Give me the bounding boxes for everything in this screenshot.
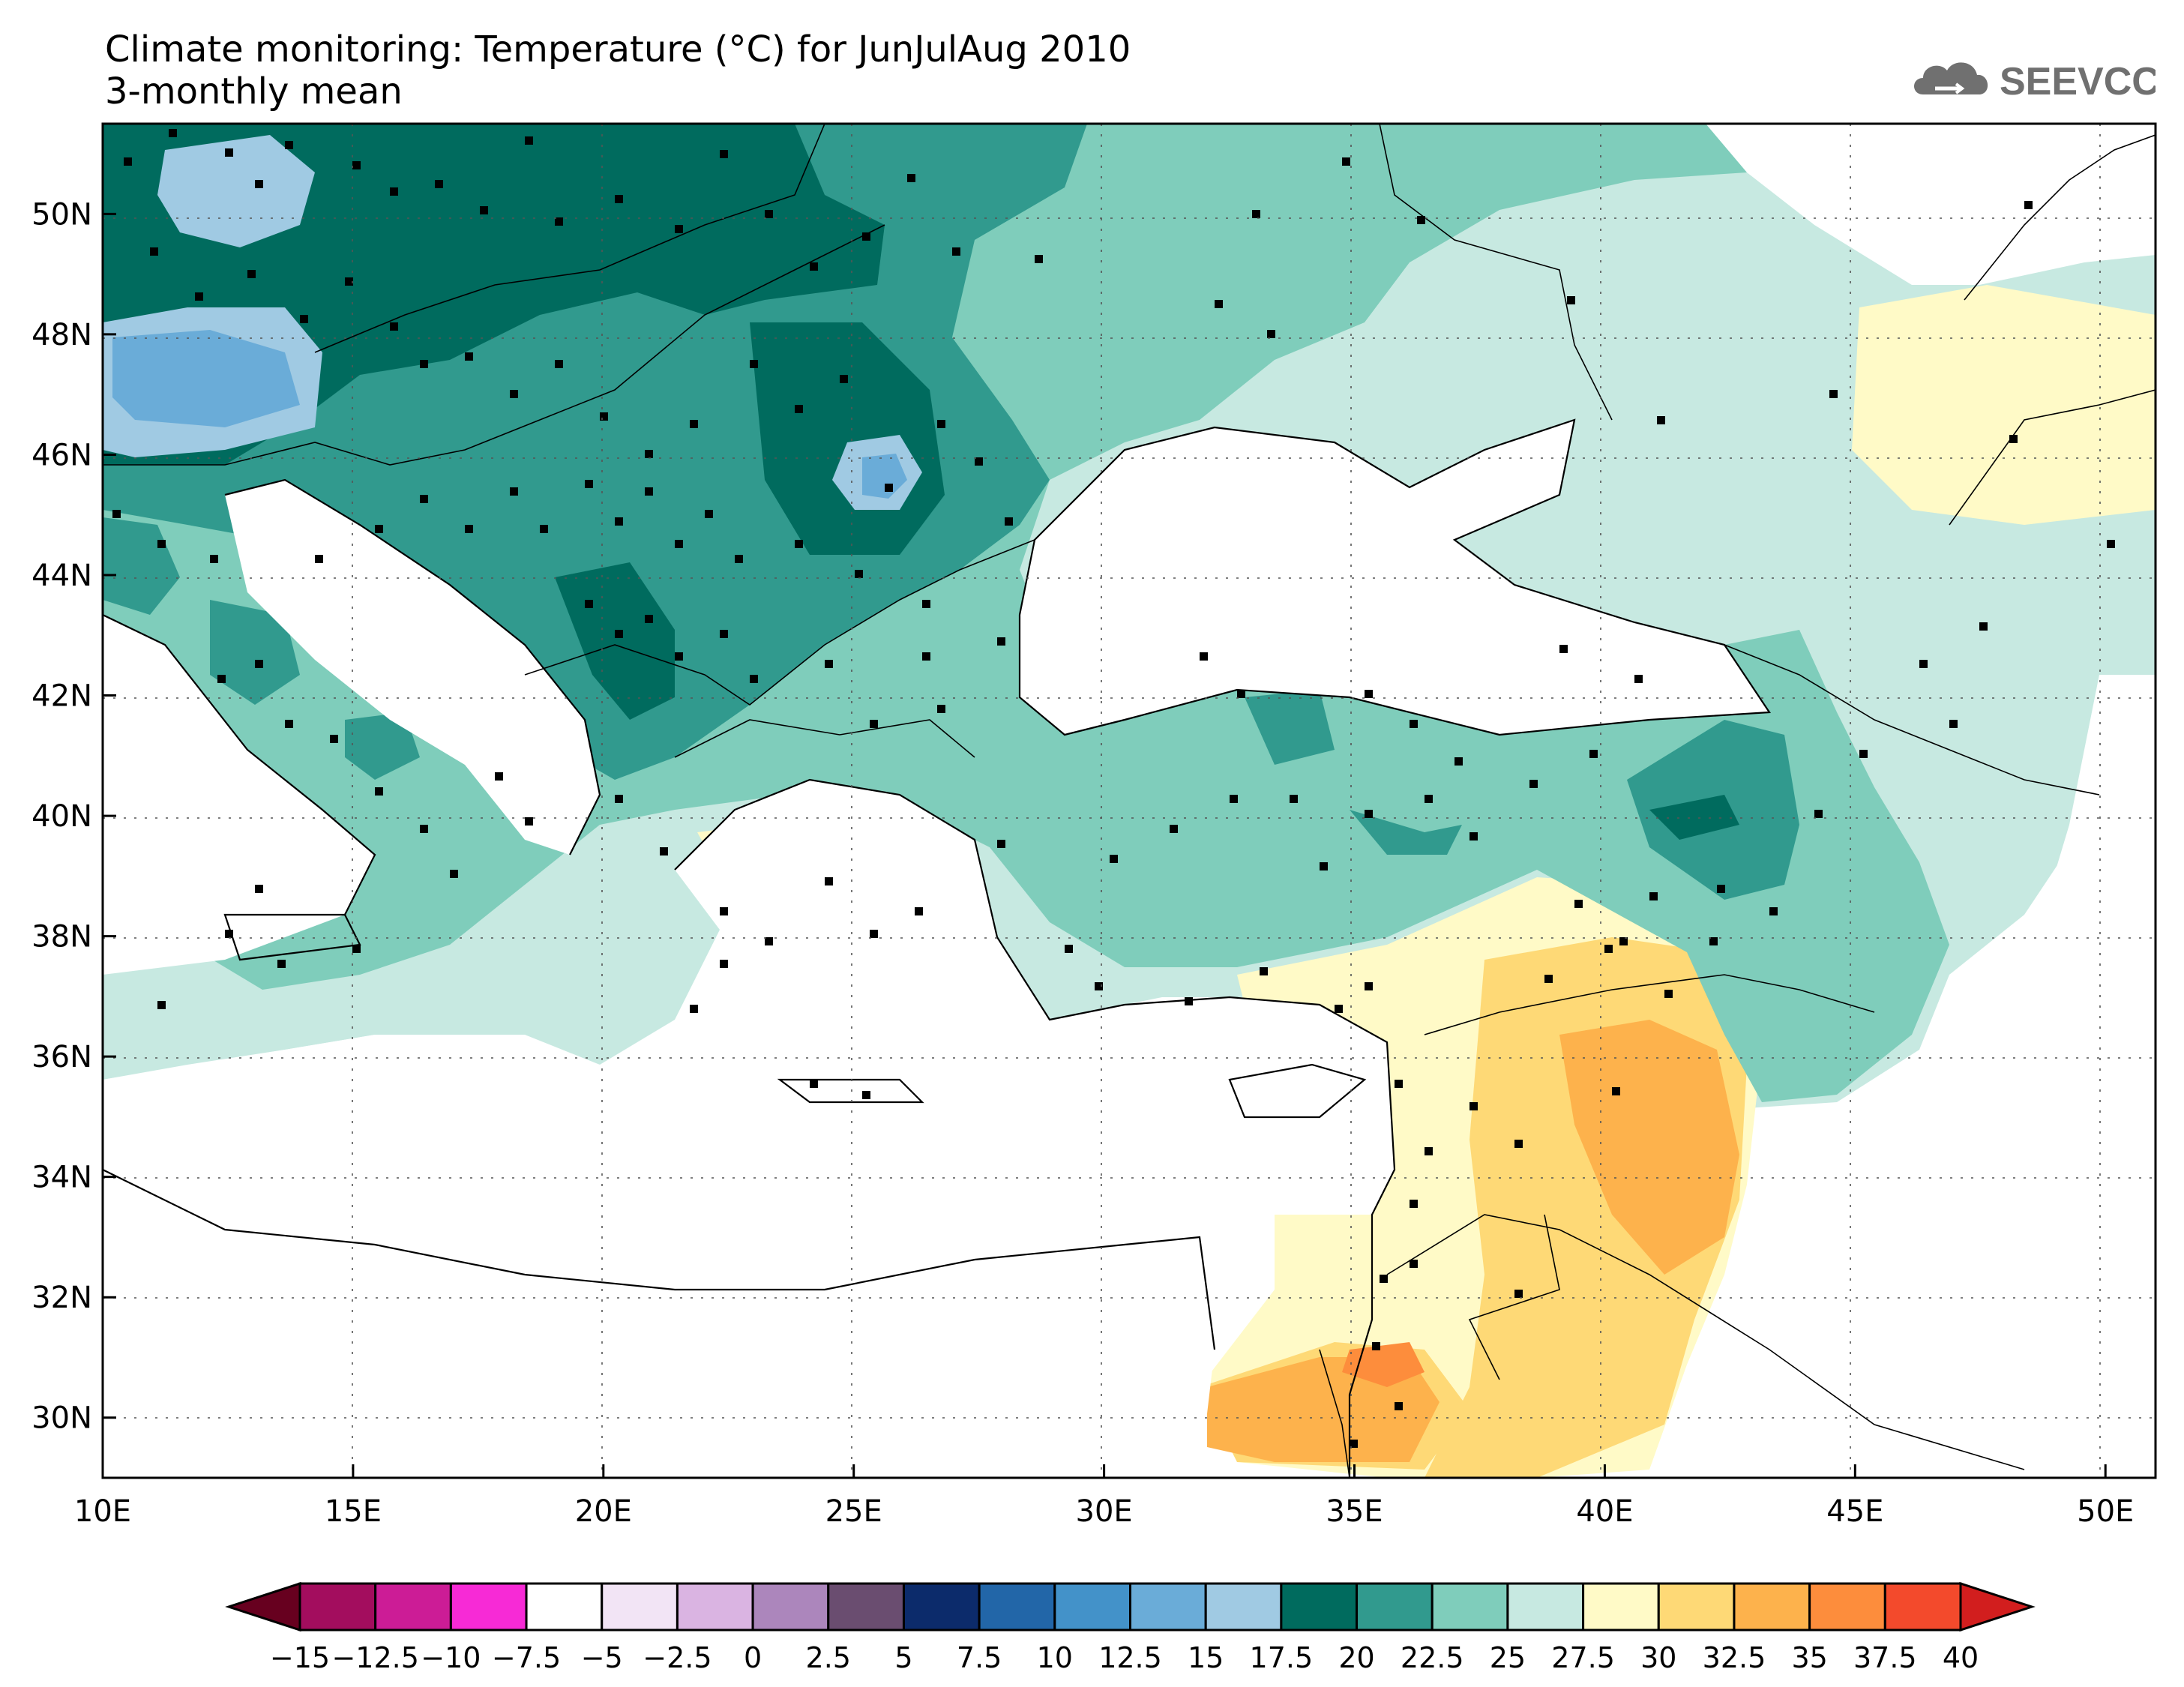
- colorbar-swatch: [1356, 1582, 1434, 1632]
- colorbar-legend: −15 −12.5 −10 −7.5 −5 −2.5 0 2.5 5 7.5 10 12.5 15 17.…: [225, 1581, 2036, 1674]
- field-22-5-italy-s: [345, 712, 420, 780]
- colorbar-label: 30: [1640, 1641, 1676, 1674]
- field-15-czech: [157, 135, 315, 247]
- colorbar-label: 25: [1490, 1641, 1526, 1674]
- colorbar-label: 27.5: [1551, 1641, 1615, 1674]
- colorbar-label: 15: [1188, 1641, 1224, 1674]
- lon-tick-label: 50E: [2077, 1494, 2134, 1529]
- lat-tick-label: 50N: [31, 197, 92, 232]
- colorbar-swatch: [449, 1582, 528, 1632]
- lon-tick-label: 45E: [1826, 1494, 1883, 1529]
- colorbar-label: 12.5: [1098, 1641, 1162, 1674]
- map-subtitle: 3-monthly mean: [105, 70, 403, 112]
- lon-tick-label: 15E: [325, 1494, 382, 1529]
- lon-axis: 10E 15E 20E 25E 30E 35E 40E 45E 50E: [74, 1464, 2134, 1529]
- map-frame: [101, 122, 2157, 1479]
- lon-tick-label: 40E: [1576, 1494, 1633, 1529]
- seevccc-logo: SEEVCCC: [1914, 60, 2156, 103]
- lat-tick-label: 30N: [31, 1401, 92, 1436]
- colorbar-swatch: [298, 1582, 377, 1632]
- lat-tick-label: 44N: [31, 559, 92, 593]
- field-22-5-turkey: [1245, 690, 1335, 765]
- lat-tick-label: 34N: [31, 1161, 92, 1195]
- colorbar-low-arrow: [225, 1581, 301, 1632]
- colorbar-label: 10: [1037, 1641, 1073, 1674]
- lon-tick-label: 35E: [1326, 1494, 1383, 1529]
- colorbar-swatch: [751, 1582, 830, 1632]
- station-markers: [112, 129, 2115, 1448]
- colorbar-swatch: [1280, 1582, 1359, 1632]
- field-20-east: [1649, 795, 1739, 840]
- field-12-5-carpathians: [862, 454, 907, 499]
- colorbar-swatch: [978, 1582, 1056, 1632]
- adriatic-sea: [225, 480, 600, 855]
- colorbar-label: −5: [581, 1641, 623, 1674]
- colorbar-label: 40: [1943, 1641, 1979, 1674]
- colorbar-label: −15: [270, 1641, 330, 1674]
- lat-axis: 30N 32N 34N 36N 38N 40N 42N 44N 46N 48N 50N: [31, 197, 116, 1436]
- lat-tick-label: 32N: [31, 1281, 92, 1315]
- field-30-ne: [1852, 285, 2156, 525]
- lat-tick-label: 46N: [31, 438, 92, 472]
- borders: [103, 124, 2156, 1478]
- colorbar-label: 37.5: [1853, 1641, 1917, 1674]
- colorbar-swatch: [1053, 1582, 1132, 1632]
- lon-tick-label: 30E: [1076, 1494, 1133, 1529]
- lon-tick-label: 25E: [825, 1494, 882, 1529]
- lat-tick-label: 40N: [31, 799, 92, 834]
- lat-tick-label: 42N: [31, 679, 92, 714]
- colorbar-swatch: [1733, 1582, 1811, 1632]
- colorbar-swatch: [374, 1582, 452, 1632]
- colorbar-label: 5: [894, 1641, 912, 1674]
- colorbar-label: −12.5: [331, 1641, 418, 1674]
- logo-text: SEEVCCC: [2000, 60, 2156, 103]
- tyrrhenian-sea: [103, 615, 375, 975]
- colorbar-swatch: [1808, 1582, 1886, 1632]
- colorbar-label: 17.5: [1250, 1641, 1314, 1674]
- colorbar-label: −2.5: [643, 1641, 712, 1674]
- colorbar-label: 2.5: [806, 1641, 851, 1674]
- colorbar-swatch: [1657, 1582, 1736, 1632]
- colorbar-label: 7.5: [957, 1641, 1002, 1674]
- colorbar-label: 20: [1338, 1641, 1374, 1674]
- north-white-patch: [1706, 124, 2156, 285]
- colorbar-swatch: [1883, 1582, 1962, 1632]
- colorbar-label: 32.5: [1703, 1641, 1766, 1674]
- colorbar-label: 22.5: [1401, 1641, 1464, 1674]
- colorbar-label: 35: [1791, 1641, 1827, 1674]
- north-africa-land: [103, 1170, 1215, 1478]
- colorbar-label: −10: [421, 1641, 481, 1674]
- colorbar-label: −7.5: [492, 1641, 561, 1674]
- lon-tick-label: 10E: [74, 1494, 131, 1529]
- colorbar-swatch: [902, 1582, 981, 1632]
- caspian-area: [1919, 675, 2156, 1478]
- colorbar-swatch: [1582, 1582, 1660, 1632]
- colorbar-swatch: [1431, 1582, 1509, 1632]
- field-22-5-italy: [210, 600, 300, 705]
- field-35: [1559, 1020, 1739, 1275]
- colorbar-swatch: [1204, 1582, 1283, 1632]
- coastlines: [103, 418, 1771, 1478]
- colorbar-high-arrow: [1959, 1581, 2036, 1632]
- field-12-5-alps: [112, 330, 300, 427]
- colorbar-swatch: [525, 1582, 604, 1632]
- lat-tick-label: 48N: [31, 318, 92, 352]
- field-22-5-anatolia: [1350, 810, 1462, 855]
- lat-tick-label: 36N: [31, 1040, 92, 1074]
- colorbar-swatch: [1129, 1582, 1207, 1632]
- colorbar-swatch: [827, 1582, 905, 1632]
- temperature-field: [103, 124, 2156, 1478]
- colorbar-swatch: [1506, 1582, 1585, 1632]
- cloud-icon: [1914, 62, 1988, 94]
- colorbar-swatch: [676, 1582, 754, 1632]
- map-title: Climate monitoring: Temperature (°C) for…: [105, 28, 1131, 70]
- lon-tick-label: 20E: [575, 1494, 632, 1529]
- lat-tick-label: 38N: [31, 920, 92, 954]
- ionian-aegean-sea: [103, 780, 1395, 1275]
- colorbar-label: 0: [744, 1641, 762, 1674]
- colorbar-swatch: [601, 1582, 679, 1632]
